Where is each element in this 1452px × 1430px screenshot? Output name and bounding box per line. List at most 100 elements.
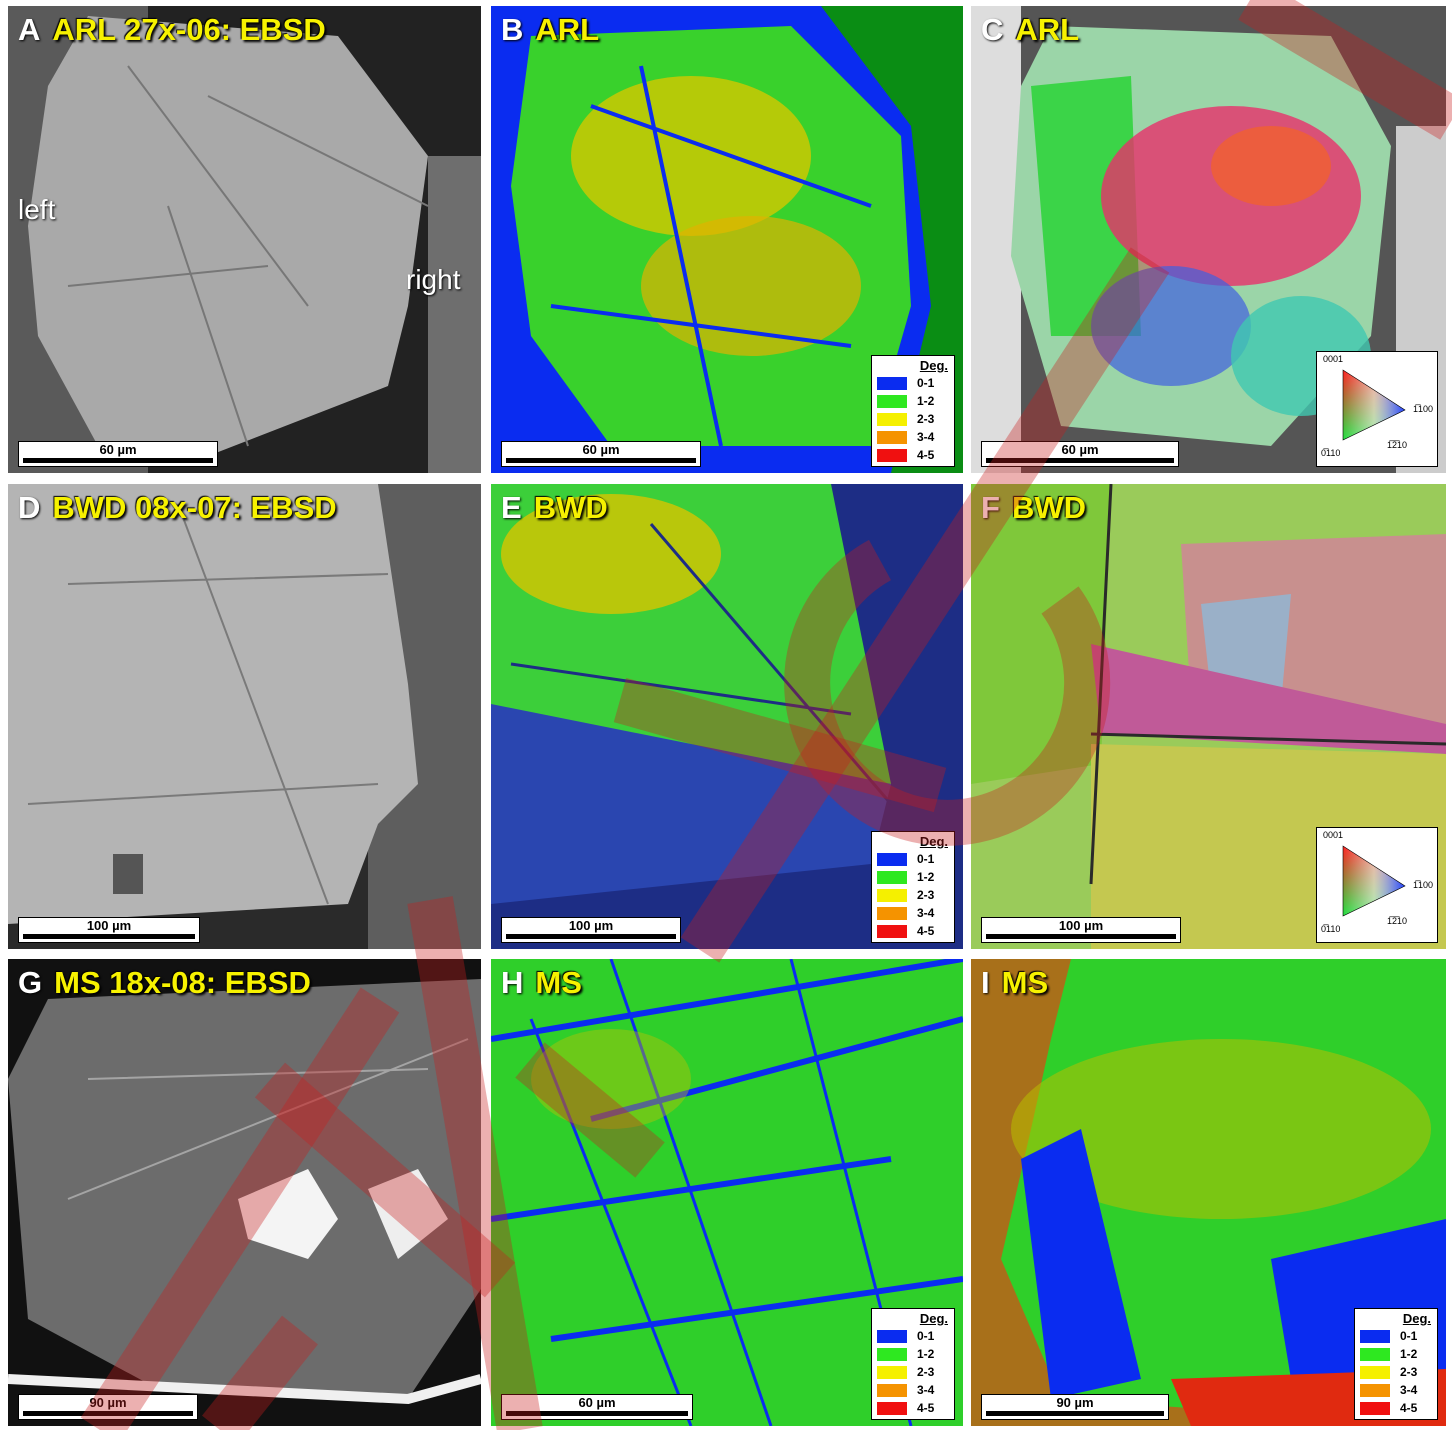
legend-swatch <box>1360 1348 1390 1361</box>
legend-swatch <box>877 1348 907 1361</box>
panel-c-scale-line <box>986 458 1174 463</box>
ipf-label-bottom-right: 1̅2̅10 <box>1387 916 1407 926</box>
panel-g-label: G MS 18x-08: EBSD <box>18 967 311 998</box>
panel-e-legend: Deg. 0-1 1-2 2-3 3-4 4-5 <box>871 831 955 943</box>
panel-b-scale-bar: 60 µm <box>501 441 701 467</box>
panel-a: A ARL 27x-06: EBSD left right 60 µm <box>8 6 481 473</box>
legend-item: 2-3 <box>877 412 949 428</box>
legend-item: 4-5 <box>877 924 949 940</box>
panel-a-left-label: left <box>18 194 56 225</box>
legend-item: 3-4 <box>877 906 949 922</box>
panel-e-title: BWD <box>533 490 608 525</box>
legend-label: 2-3 <box>917 412 935 426</box>
legend-item: 0-1 <box>877 376 949 392</box>
panel-i-letter: I <box>981 965 990 1000</box>
legend-item: 1-2 <box>877 870 949 886</box>
ipf-label-top: 0001 <box>1323 354 1343 364</box>
panel-e-label: E BWD <box>501 492 608 523</box>
panel-d-title: BWD 08x-07: EBSD <box>52 490 337 525</box>
legend-swatch <box>1360 1384 1390 1397</box>
panel-i-scale-text: 90 µm <box>1056 1395 1094 1410</box>
panel-g-scale-line <box>23 1411 193 1416</box>
panel-h-label: H MS <box>501 967 582 998</box>
legend-title: Deg. <box>919 834 948 849</box>
panel-g-sem-image <box>8 959 481 1426</box>
panel-f-scale-line <box>986 934 1176 939</box>
panel-e-scale-bar: 100 µm <box>501 917 681 943</box>
legend-swatch <box>877 431 907 444</box>
panel-b-letter: B <box>501 12 524 47</box>
panel-h-scale-text: 60 µm <box>578 1395 616 1410</box>
panel-i-legend: Deg. 0-1 1-2 2-3 3-4 4-5 <box>1354 1308 1438 1420</box>
legend-label: 0-1 <box>917 376 935 390</box>
legend-swatch <box>877 1384 907 1397</box>
panel-a-right-label: right <box>406 264 461 295</box>
panel-a-letter: A <box>18 12 41 47</box>
panel-b-label: B ARL <box>501 14 599 45</box>
legend-swatch <box>877 889 907 902</box>
legend-item: 4-5 <box>877 448 949 464</box>
legend-item: 3-4 <box>1360 1383 1432 1399</box>
legend-label: 0-1 <box>917 852 935 866</box>
panel-f-label: F BWD <box>981 492 1086 523</box>
legend-label: 4-5 <box>917 924 935 938</box>
panel-g: G MS 18x-08: EBSD 90 µm <box>8 959 481 1426</box>
panel-a-scale-bar: 60 µm <box>18 441 218 467</box>
ipf-label-bottom-left: 0̅110 <box>1321 448 1340 458</box>
ipf-label-bottom-right: 1̅2̅10 <box>1387 440 1407 450</box>
legend-item: 2-3 <box>877 1365 949 1381</box>
panel-d-letter: D <box>18 490 41 525</box>
legend-swatch <box>877 907 907 920</box>
panel-f-ipf-key: 0001 1̅100 0̅110 1̅2̅10 <box>1316 827 1438 943</box>
legend-title: Deg. <box>919 358 948 373</box>
legend-label: 3-4 <box>917 430 935 444</box>
ipf-triangle-overlay <box>1342 369 1406 441</box>
legend-item: 0-1 <box>877 1329 949 1345</box>
panel-a-scale-line <box>23 458 213 463</box>
legend-swatch <box>877 925 907 938</box>
legend-item: 1-2 <box>877 394 949 410</box>
panel-i-scale-line <box>986 1411 1164 1416</box>
ipf-label-right: 1̅100 <box>1413 404 1433 414</box>
panel-e-letter: E <box>501 490 522 525</box>
panel-b-title: ARL <box>535 12 600 47</box>
legend-swatch <box>877 377 907 390</box>
panel-i-label: I MS <box>981 967 1048 998</box>
panel-d-label: D BWD 08x-07: EBSD <box>18 492 337 523</box>
legend-item: 2-3 <box>877 888 949 904</box>
panel-b-legend: Deg. 0-1 1-2 2-3 3-4 4-5 <box>871 355 955 467</box>
panel-i-scale-bar: 90 µm <box>981 1394 1169 1420</box>
panel-d-scale-bar: 100 µm <box>18 917 200 943</box>
legend-swatch <box>1360 1330 1390 1343</box>
panel-f-scale-bar: 100 µm <box>981 917 1181 943</box>
panel-d: D BWD 08x-07: EBSD 100 µm <box>8 484 481 949</box>
legend-title: Deg. <box>919 1311 948 1326</box>
legend-label: 4-5 <box>1400 1401 1418 1415</box>
panel-b-misorientation-map <box>491 6 963 473</box>
legend-item: 2-3 <box>1360 1365 1432 1381</box>
legend-label: 3-4 <box>917 1383 935 1397</box>
legend-swatch <box>877 395 907 408</box>
panel-h-letter: H <box>501 965 524 1000</box>
legend-swatch <box>877 1366 907 1379</box>
panel-g-title: MS 18x-08: EBSD <box>54 965 311 1000</box>
legend-label: 4-5 <box>917 1401 935 1415</box>
legend-swatch <box>877 1330 907 1343</box>
panel-a-label: A ARL 27x-06: EBSD <box>18 14 326 45</box>
panel-h-title: MS <box>535 965 582 1000</box>
panel-c: C ARL 60 µm 0001 1̅100 0̅110 1̅2̅10 <box>971 6 1446 473</box>
legend-item: 0-1 <box>1360 1329 1432 1345</box>
legend-swatch <box>877 1402 907 1415</box>
legend-label: 2-3 <box>917 888 935 902</box>
legend-title: Deg. <box>1402 1311 1431 1326</box>
panel-d-scale-text: 100 µm <box>86 918 132 933</box>
legend-item: 3-4 <box>877 430 949 446</box>
panel-a-sem-image <box>8 6 481 473</box>
panel-f-ipf-map <box>971 484 1446 949</box>
legend-label: 3-4 <box>1400 1383 1418 1397</box>
legend-label: 1-2 <box>917 1347 935 1361</box>
legend-item: 4-5 <box>1360 1401 1432 1417</box>
legend-swatch <box>877 853 907 866</box>
legend-swatch <box>877 413 907 426</box>
panel-h: H MS 60 µm Deg. 0-1 1-2 2-3 3-4 4-5 <box>491 959 963 1426</box>
